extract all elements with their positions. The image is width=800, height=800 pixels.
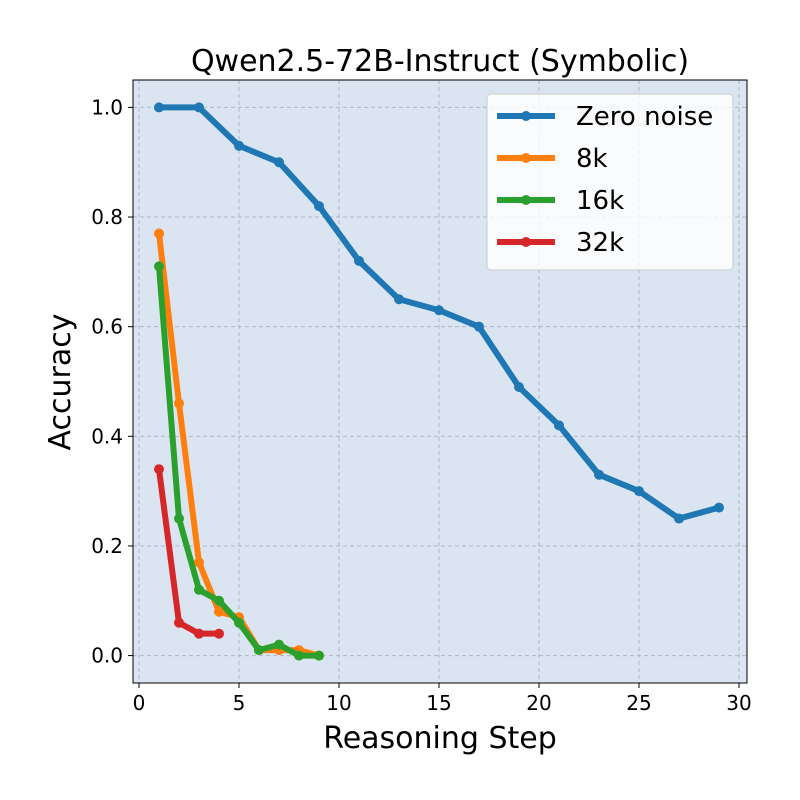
x-tick-label: 20 (526, 691, 551, 715)
legend-marker (521, 237, 531, 247)
legend-item-32k: 32k (497, 228, 624, 258)
series-zero-noise (154, 102, 724, 524)
x-tick-label: 15 (426, 691, 451, 715)
data-point-8k (194, 557, 204, 568)
legend-item-8k: 8k (497, 144, 608, 174)
legend-label: 8k (576, 144, 608, 174)
data-point-zero-noise (474, 321, 484, 332)
y-tick-label: 0.4 (91, 424, 123, 448)
y-tick-label: 0.8 (91, 205, 123, 229)
legend-marker (521, 111, 531, 121)
x-tick-label: 0 (133, 691, 146, 715)
chart-title: Qwen2.5-72B-Instruct (Symbolic) (191, 44, 689, 79)
data-point-32k (154, 464, 164, 475)
data-point-16k (234, 617, 244, 628)
x-tick-label: 10 (326, 691, 351, 715)
series-line-32k (156, 466, 222, 637)
legend-marker (521, 153, 531, 163)
data-point-zero-noise (634, 486, 644, 497)
legend-box (486, 93, 734, 271)
y-axis-label: Accuracy (43, 314, 78, 451)
y-tick-label: 1.0 (91, 95, 123, 119)
legend: Zero noise 8k 16k 32k (486, 93, 734, 271)
data-point-zero-noise (394, 294, 404, 305)
data-point-16k (214, 595, 224, 606)
data-point-16k (294, 650, 304, 661)
y-tick-label: 0.0 (91, 644, 123, 668)
data-point-8k (174, 398, 184, 409)
x-tick-label: 25 (626, 691, 651, 715)
data-point-zero-noise (514, 381, 524, 392)
data-point-16k (194, 584, 204, 595)
data-point-zero-noise (314, 201, 324, 212)
data-point-zero-noise (194, 102, 204, 113)
data-point-zero-noise (154, 102, 164, 113)
legend-label: 16k (576, 186, 624, 216)
x-axis: 0 5 10 15 20 25 30 (133, 683, 752, 715)
y-tick-label: 0.6 (91, 315, 123, 339)
data-point-zero-noise (434, 305, 444, 316)
data-point-16k (254, 645, 264, 656)
legend-label: Zero noise (576, 102, 713, 132)
x-axis-label: Reasoning Step (323, 721, 557, 756)
data-point-32k (194, 628, 204, 639)
data-point-zero-noise (594, 469, 604, 480)
series-16k (154, 261, 324, 661)
series-group (154, 102, 724, 661)
data-point-zero-noise (714, 502, 724, 513)
data-point-16k (314, 650, 324, 661)
data-point-zero-noise (354, 255, 364, 266)
data-point-16k (154, 261, 164, 272)
y-tick-label: 0.2 (91, 534, 123, 558)
data-point-16k (274, 639, 284, 650)
legend-item-zero-noise: Zero noise (497, 102, 713, 132)
data-point-zero-noise (274, 157, 284, 168)
legend-label: 32k (576, 228, 624, 258)
x-tick-label: 30 (726, 691, 751, 715)
data-point-32k (214, 628, 224, 639)
data-point-zero-noise (554, 420, 564, 431)
data-point-zero-noise (234, 140, 244, 151)
y-axis: 0.0 0.2 0.4 0.6 0.8 1.0 (91, 95, 133, 668)
data-point-8k (154, 228, 164, 239)
data-point-16k (174, 513, 184, 524)
data-point-zero-noise (674, 513, 684, 524)
series-32k (154, 464, 224, 639)
plot-frame (132, 79, 748, 684)
legend-marker (521, 195, 531, 205)
data-point-32k (174, 617, 184, 628)
legend-item-16k: 16k (497, 186, 624, 216)
data-point-8k (214, 606, 224, 617)
x-tick-label: 5 (233, 691, 246, 715)
